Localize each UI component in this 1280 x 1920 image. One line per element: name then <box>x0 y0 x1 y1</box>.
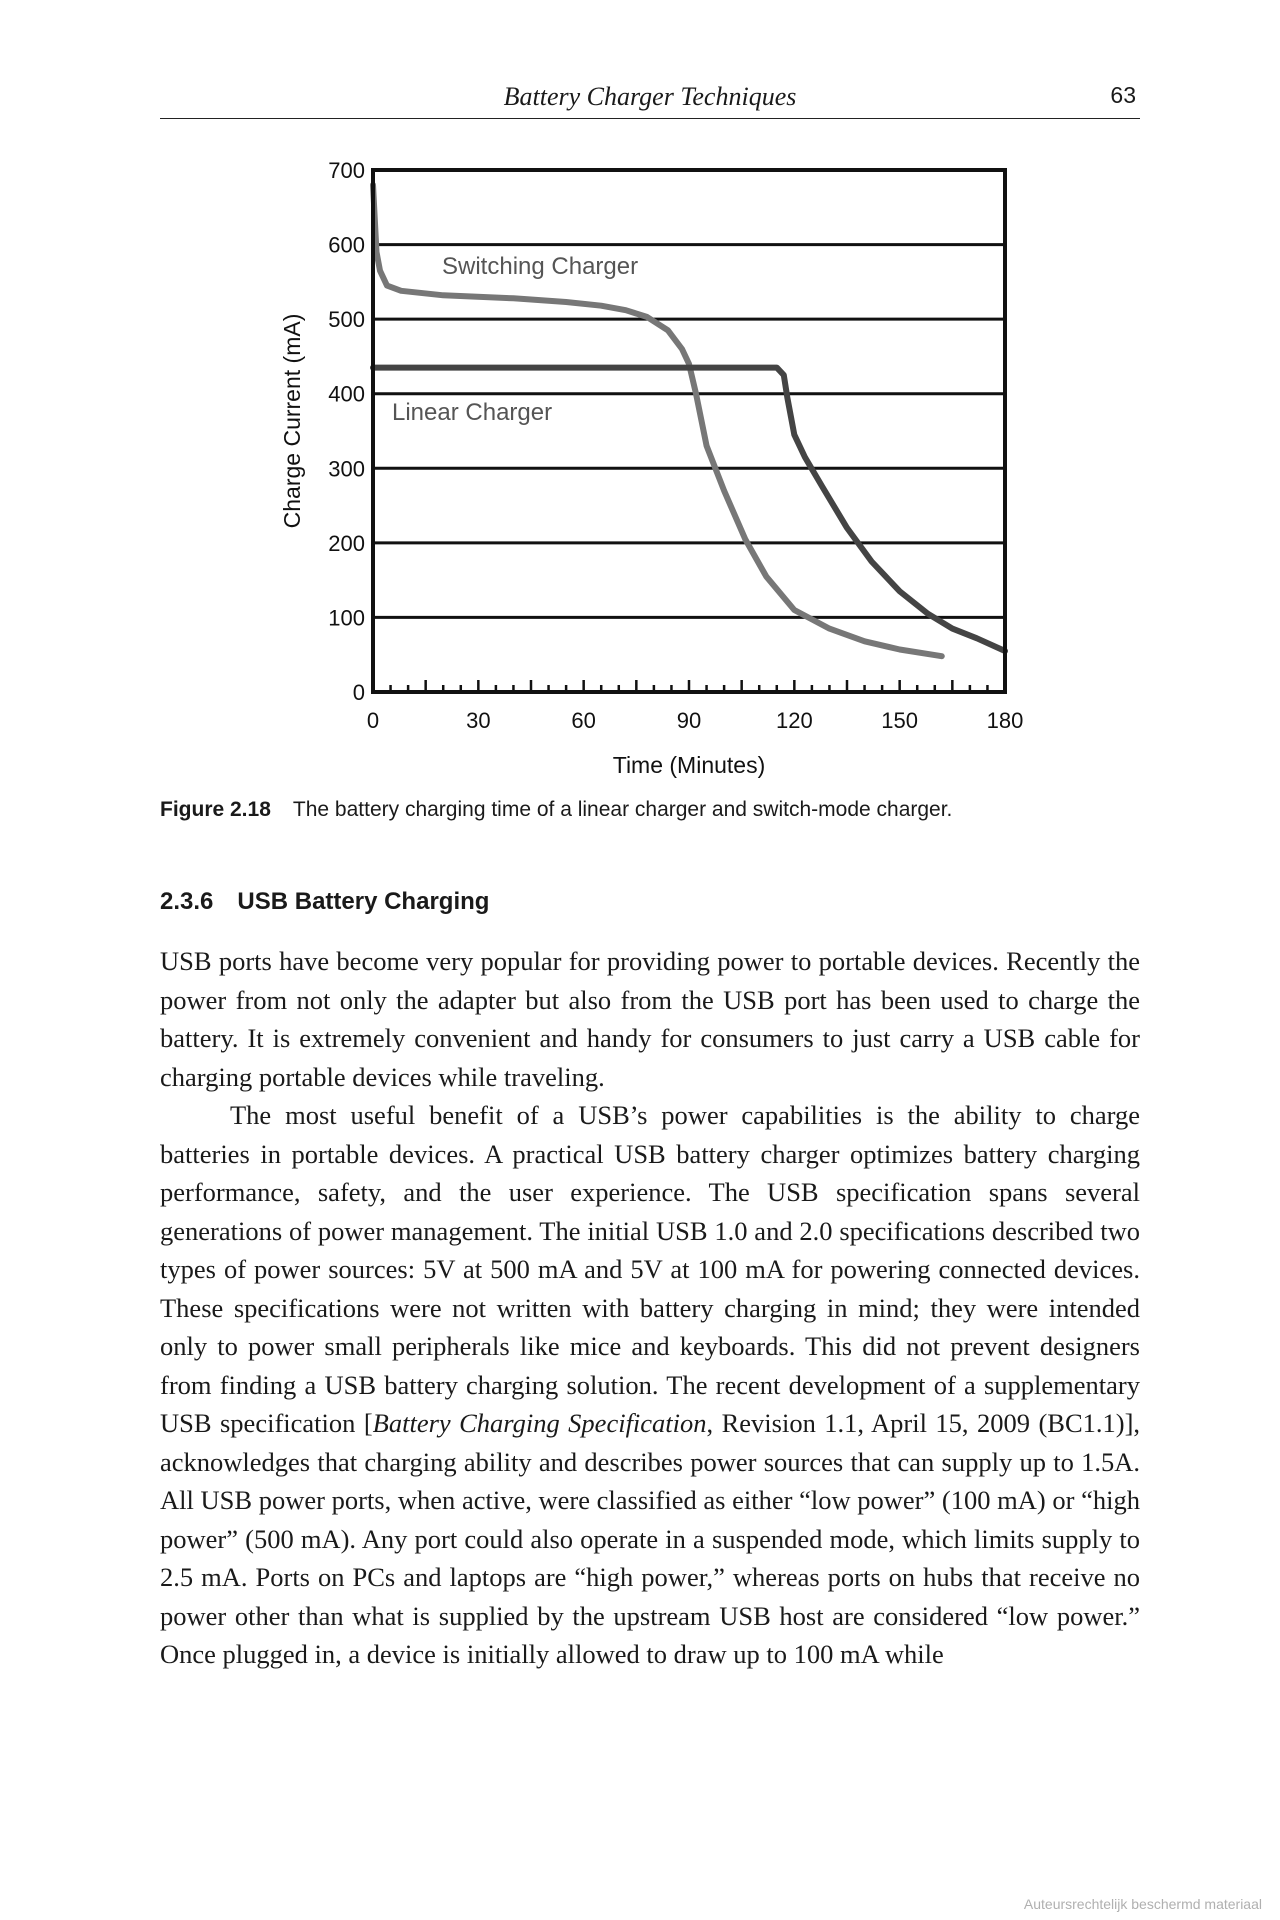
copyright-watermark: Auteursrechtelijk beschermd materiaal <box>1023 1896 1262 1912</box>
series-label-switching-charger: Switching Charger <box>442 253 638 280</box>
citation-title: Battery Charging Specification <box>372 1408 707 1438</box>
x-tick-label-90: 90 <box>677 708 701 733</box>
y-axis-label: Charge Current (mA) <box>279 314 305 529</box>
y-tick-label-100: 100 <box>328 605 365 630</box>
section-heading: 2.3.6 USB Battery Charging <box>160 888 489 916</box>
x-tick-label-150: 150 <box>881 708 918 733</box>
x-tick-label-30: 30 <box>466 708 490 733</box>
chart-grid <box>373 243 1005 619</box>
body-text: USB ports have become very popular for p… <box>160 942 1140 1674</box>
x-tick-label-120: 120 <box>776 708 813 733</box>
y-tick-label-300: 300 <box>328 456 365 481</box>
figure-caption-label: Figure 2.18 <box>160 798 271 821</box>
y-tick-label-200: 200 <box>328 531 365 556</box>
y-tick-label-400: 400 <box>328 382 365 407</box>
chart-series <box>370 181 1008 660</box>
series-line-linear-charger <box>370 364 1008 654</box>
paragraph-2-part-2: , Revision 1.1, April 15, 2009 (BC1.1)],… <box>160 1408 1141 1669</box>
running-title: Battery Charger Techniques <box>503 82 797 111</box>
y-tick-label-600: 600 <box>328 233 365 258</box>
paragraph-2: The most useful benefit of a USB’s power… <box>160 1096 1140 1674</box>
page-number: 63 <box>1110 82 1136 108</box>
y-axis-tick-labels: 0 100 200 300 400 500 600 700 <box>328 158 365 705</box>
y-tick-label-0: 0 <box>353 680 365 705</box>
series-line-switching-charger <box>370 181 945 660</box>
x-axis-tick-labels: 0 30 60 90 120 150 180 <box>367 708 1023 733</box>
series-label-linear-charger: Linear Charger <box>392 399 552 426</box>
y-tick-label-500: 500 <box>328 307 365 332</box>
x-tick-label-60: 60 <box>571 708 595 733</box>
figure-caption-text: The battery charging time of a linear ch… <box>292 798 953 821</box>
paragraph-1: USB ports have become very popular for p… <box>160 946 1140 1092</box>
section-title: USB Battery Charging <box>237 888 490 915</box>
x-tick-label-180: 180 <box>987 708 1024 733</box>
y-tick-label-700: 700 <box>328 158 365 183</box>
paragraph-2-part-1: The most useful benefit of a USB’s power… <box>160 1100 1140 1438</box>
running-head: Battery Charger Techniques 63 <box>160 80 1140 119</box>
plot-frame <box>371 168 1007 694</box>
figure-caption: Figure 2.18 The battery charging time of … <box>160 798 1160 822</box>
section-number: 2.3.6 <box>160 888 214 915</box>
x-axis-label: Time (Minutes) <box>613 752 766 778</box>
x-tick-label-0: 0 <box>367 708 379 733</box>
